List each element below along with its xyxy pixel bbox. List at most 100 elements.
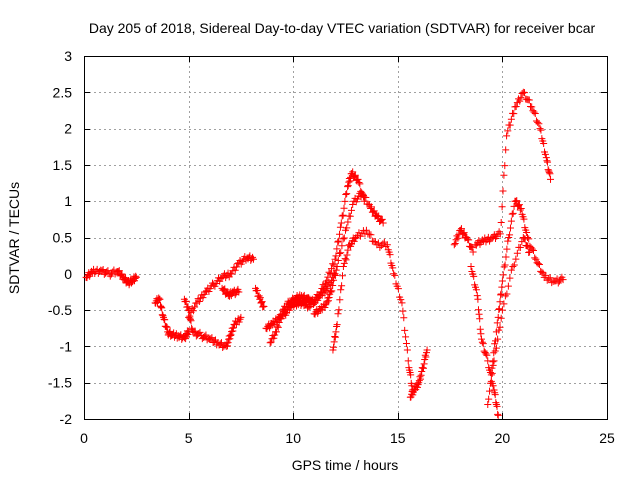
- data-point: [306, 302, 314, 310]
- data-point-interp: [496, 298, 504, 306]
- data-point-interp: [327, 265, 335, 273]
- data-point: [260, 302, 268, 310]
- data-point-interp: [118, 270, 126, 278]
- data-point-interp: [216, 340, 224, 348]
- data-point-interp: [452, 236, 460, 244]
- data-point-interp: [226, 335, 234, 343]
- x-tick-label: 10: [285, 430, 301, 446]
- data-point-interp: [472, 286, 480, 294]
- data-point-interp: [202, 331, 210, 339]
- data-point: [333, 321, 341, 329]
- data-point-interp: [500, 300, 508, 308]
- data-point-interp: [221, 285, 229, 293]
- data-point-interp: [378, 215, 386, 223]
- data-point-interp: [367, 231, 375, 239]
- data-point-interp: [343, 190, 351, 198]
- data-point-interp: [208, 334, 216, 342]
- data-point-interp: [320, 283, 328, 291]
- data-point: [404, 357, 412, 365]
- data-point-interp: [422, 353, 430, 361]
- data-point: [132, 273, 140, 281]
- data-point-interp: [325, 293, 333, 301]
- data-point-interp: [311, 297, 319, 305]
- data-point: [498, 306, 506, 314]
- data-point-interp: [499, 187, 507, 195]
- data-point-interp: [227, 331, 235, 339]
- data-point-interp: [371, 238, 379, 246]
- data-point-interp: [491, 391, 499, 399]
- data-point-interp: [191, 303, 199, 311]
- data-point-interp: [370, 207, 378, 215]
- data-point-interp: [534, 260, 542, 268]
- data-point-interp: [501, 292, 509, 300]
- data-point-interp: [458, 230, 466, 238]
- data-point-interp: [332, 252, 340, 260]
- data-point-interp: [496, 323, 504, 331]
- y-tick-label: 2.5: [53, 84, 73, 100]
- data-point-interp: [132, 272, 140, 280]
- data-point-interp: [506, 231, 514, 239]
- data-point-interp: [276, 314, 284, 322]
- data-point-interp: [334, 310, 342, 318]
- data-point-interp: [302, 299, 310, 307]
- y-tick-label: 0.5: [53, 230, 73, 246]
- data-point-interp: [332, 328, 340, 336]
- data-point: [477, 335, 485, 343]
- data-point-interp: [347, 206, 355, 214]
- data-point-interp: [538, 268, 546, 276]
- data-point-interp: [195, 297, 203, 305]
- data-point-interp: [338, 242, 346, 250]
- y-axis-label: SDTVAR / TECUs: [6, 182, 22, 294]
- data-point-interp: [362, 194, 370, 202]
- data-point-interp: [330, 343, 338, 351]
- data-point-interp: [339, 211, 347, 219]
- data-point-interp: [220, 286, 228, 294]
- data-point-interp: [310, 300, 318, 308]
- data-point-interp: [275, 319, 283, 327]
- data-point-interp: [341, 197, 349, 205]
- data-point-interp: [510, 110, 518, 118]
- data-point-interp: [255, 292, 263, 300]
- data-point: [536, 125, 544, 133]
- data-point-interp: [507, 266, 515, 274]
- data-point-interp: [474, 306, 482, 314]
- data-point-interp: [328, 287, 336, 295]
- data-point: [362, 226, 370, 234]
- data-point-interp: [330, 276, 338, 284]
- data-point-interp: [501, 261, 509, 269]
- axis-ticks: 0 5 10 15 20 25 -2 -1.5 -1 -0.5 0 0.5 1 1.5 2 2.5 3: [48, 48, 615, 446]
- data-point-interp: [417, 371, 425, 379]
- data-point-interp: [535, 260, 543, 268]
- data-point-interp: [338, 282, 346, 290]
- data-point-interp: [541, 150, 549, 158]
- y-tick-label: 0: [64, 266, 72, 282]
- data-point: [337, 219, 345, 227]
- data-point-interp: [513, 197, 521, 205]
- data-point-interp: [524, 242, 532, 250]
- data-point: [519, 234, 527, 241]
- data-point: [354, 175, 362, 183]
- data-point-interp: [338, 212, 346, 220]
- data-point: [526, 248, 534, 256]
- data-point: [559, 276, 567, 284]
- data-point-interp: [329, 282, 337, 290]
- data-point-interp: [342, 256, 350, 264]
- data-point-interp: [223, 342, 231, 350]
- data-point-interp: [451, 240, 459, 248]
- data-point-interp: [271, 331, 279, 339]
- data-point: [498, 277, 506, 285]
- data-point-interp: [329, 260, 337, 268]
- y-tick-label: 2: [64, 121, 72, 137]
- data-point-interp: [277, 315, 285, 323]
- data-point-interp: [548, 279, 556, 287]
- data-point-interp: [188, 324, 196, 332]
- data-point-interp: [487, 371, 495, 379]
- data-point-interp: [343, 251, 351, 259]
- data-point-interp: [232, 263, 240, 271]
- data-point-interp: [490, 349, 498, 357]
- data-point-interp: [420, 364, 428, 372]
- data-point-interp: [544, 158, 552, 166]
- data-point-interp: [485, 395, 493, 403]
- data-point-interp: [531, 110, 539, 118]
